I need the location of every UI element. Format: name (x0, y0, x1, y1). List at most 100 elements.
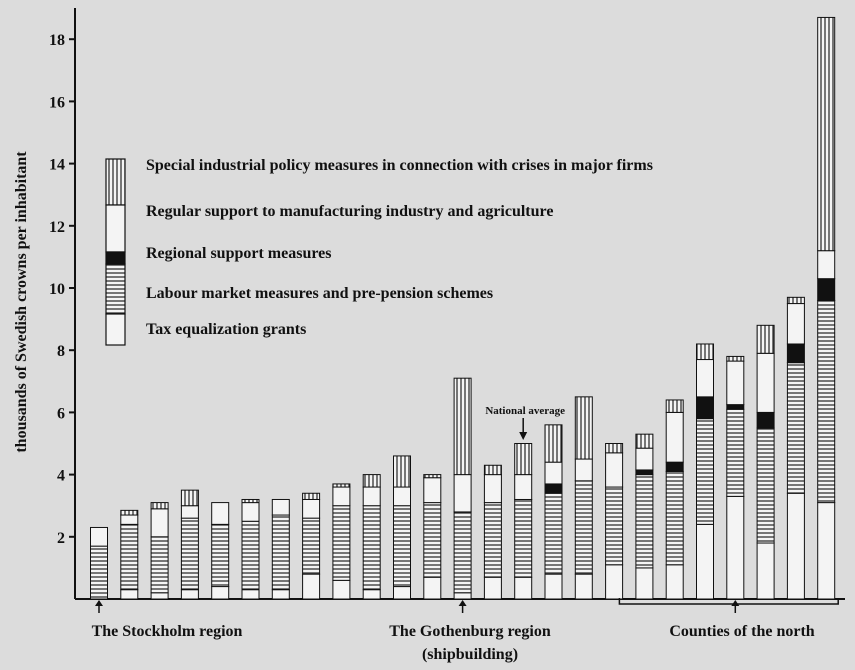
bar-segment-labour (393, 505, 411, 588)
bar-segment-labour (90, 545, 108, 600)
bar-stack (393, 455, 411, 600)
bar-stack (817, 16, 836, 600)
bar-segment-tax (786, 492, 805, 600)
bar-stack (120, 509, 139, 600)
bar-segment-special (817, 16, 836, 252)
bar-segment-regular (180, 505, 199, 519)
bar-segment-special (665, 399, 684, 413)
bar-segment-labour (726, 408, 745, 497)
bar-stack (180, 489, 199, 600)
bar-segment-labour (786, 362, 805, 494)
bar-segment-special (120, 509, 139, 516)
legend-swatch-special (105, 158, 126, 206)
y-tick-label: 14 (49, 157, 65, 174)
y-tick-label: 2 (57, 530, 65, 547)
bar-stack (271, 498, 290, 600)
bar-segment-regional (665, 461, 684, 472)
bar-stack (211, 502, 230, 600)
legend-label-regular: Regular support to manufacturing industr… (146, 203, 553, 220)
bar-segment-tax (150, 592, 169, 600)
legend-swatch-tax (105, 313, 126, 346)
bar-segment-regular (241, 502, 260, 522)
bar-segment-regular (756, 352, 775, 413)
bar-segment-labour (211, 523, 230, 588)
bar-segment-tax (271, 589, 290, 600)
bar-segment-special (302, 492, 321, 500)
bar-segment-tax (180, 589, 199, 600)
bar-stack (756, 324, 775, 600)
bar-segment-regular (302, 498, 321, 519)
region-sublabel: (shipbuilding) (422, 646, 518, 663)
bar-stack (544, 424, 563, 600)
bar-stack (635, 433, 654, 600)
annotations: National average (485, 405, 565, 440)
bar-segment-labour (180, 517, 199, 591)
region-label: The Stockholm region (92, 623, 243, 640)
bar-segment-labour (150, 536, 169, 594)
bar-stack (696, 343, 714, 600)
bar-segment-special (150, 502, 169, 510)
bar-segment-special (756, 324, 775, 354)
bar-stack (605, 443, 624, 600)
bar-segment-regional (544, 483, 563, 494)
legend-label-regional: Regional support measures (146, 245, 332, 262)
bar-segment-regular (817, 250, 836, 280)
bar-stack (726, 355, 745, 600)
bar-segment-labour (665, 470, 684, 566)
bar-segment-regular (726, 360, 745, 406)
bar-stack (665, 399, 684, 600)
bar-segment-special (423, 474, 442, 479)
bar-segment-regional (635, 469, 654, 476)
bar-segment-labour (696, 418, 714, 525)
bar-segment-regular (423, 477, 442, 504)
bar-segment-tax (726, 495, 745, 600)
bar-segment-regular (120, 514, 139, 525)
bar-segment-tax (120, 589, 139, 600)
bar-segment-regular (635, 447, 654, 471)
bar-segment-regional (696, 396, 714, 420)
bar-segment-regular (574, 458, 593, 482)
bar-segment-tax (483, 576, 502, 600)
bar-segment-tax (332, 579, 351, 600)
region-label: The Gothenburg region (389, 623, 551, 640)
bar-stack (453, 377, 472, 600)
bar-segment-tax (665, 564, 684, 600)
y-tick-label: 4 (57, 468, 65, 485)
bar-segment-labour (514, 498, 533, 578)
region-bracket (618, 598, 839, 605)
bar-segment-tax (544, 573, 563, 600)
y-tick-label: 12 (49, 219, 65, 236)
bar-stack (332, 483, 351, 600)
bar-segment-labour (544, 492, 563, 575)
bar-segment-special (574, 396, 593, 460)
bar-segment-tax (696, 523, 714, 600)
bar-segment-labour (302, 517, 321, 575)
region-arrowhead (731, 600, 740, 606)
bar-segment-special (180, 489, 199, 507)
legend-swatch-regular (105, 204, 126, 253)
bar-segment-labour (817, 299, 836, 504)
region-labels: The Stockholm region The Gothenburg regio… (92, 598, 839, 663)
bars (90, 16, 836, 600)
bar-segment-special (362, 474, 381, 488)
bar-stack (423, 474, 442, 600)
bar-stack (302, 492, 321, 600)
bar-segment-special (544, 424, 563, 463)
bar-segment-tax (605, 564, 624, 600)
bar-segment-tax (453, 592, 472, 600)
bar-segment-labour (271, 514, 290, 591)
bar-segment-special (605, 443, 624, 454)
bar-stack (150, 502, 169, 600)
bar-segment-special (696, 343, 714, 361)
bar-segment-regular (150, 508, 169, 538)
bar-segment-regular (605, 452, 624, 488)
bar-segment-labour (605, 486, 624, 566)
bar-segment-special (241, 498, 260, 504)
y-tick-label: 10 (49, 281, 65, 298)
bar-segment-labour (241, 520, 260, 591)
y-tick-label: 18 (49, 32, 65, 49)
bar-segment-regional (817, 278, 836, 301)
bar-segment-tax (514, 576, 533, 600)
